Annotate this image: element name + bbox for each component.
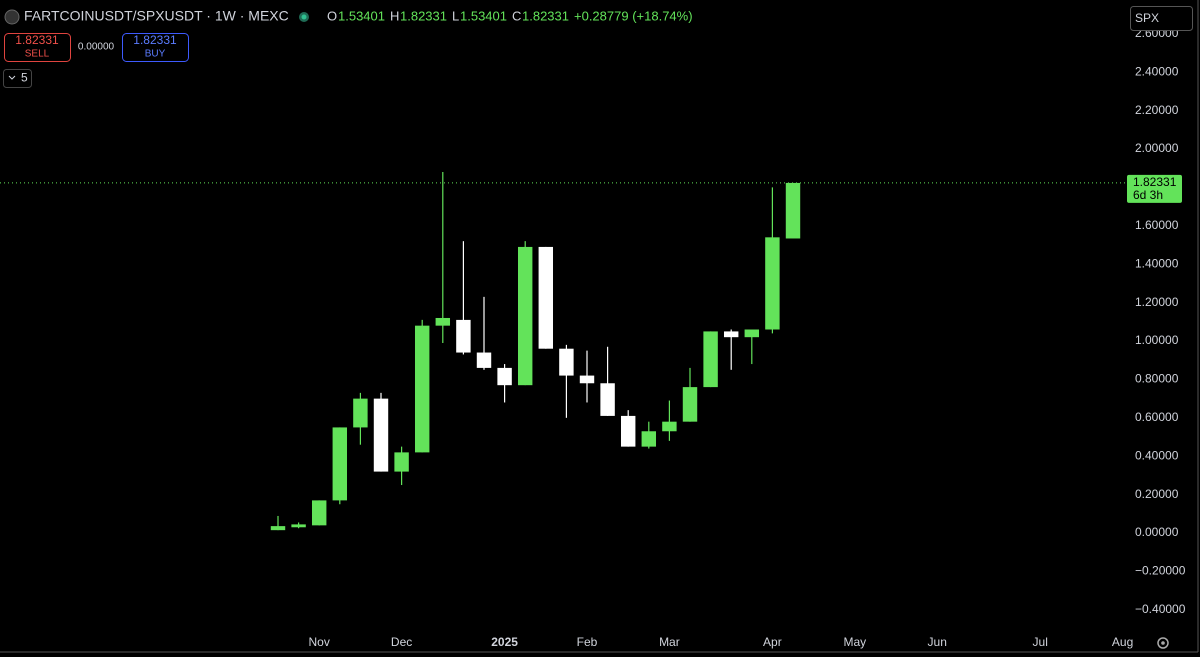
x-tick-label: Feb xyxy=(577,635,598,649)
buy-label: BUY xyxy=(145,49,166,60)
search-text: SPX xyxy=(1135,11,1159,25)
x-tick-label: Aug xyxy=(1112,635,1133,649)
settings-icon[interactable] xyxy=(1157,637,1169,649)
candle-body xyxy=(703,331,718,388)
candle-body xyxy=(785,182,801,239)
symbol: FARTCOINUSDT/SPXUSDT · 1W · MEXC xyxy=(24,8,289,24)
ohlc-label: C xyxy=(512,8,521,23)
candle-body xyxy=(662,421,677,432)
candle-body xyxy=(456,319,471,353)
candle-body xyxy=(620,415,636,447)
candle-body xyxy=(723,331,739,338)
indicators-toggle[interactable] xyxy=(3,69,32,88)
candle-body xyxy=(682,387,698,422)
change: +0.28779 (+18.74%) xyxy=(574,8,693,23)
y-tick-label: 0.80000 xyxy=(1135,372,1179,386)
candle-body xyxy=(641,431,657,447)
y-tick-label: 0.20000 xyxy=(1135,487,1179,501)
settings-icon xyxy=(1161,641,1165,645)
x-tick-label: Jul xyxy=(1033,635,1048,649)
symbol-search[interactable] xyxy=(1130,6,1193,31)
last-price-label: 1.82331 xyxy=(1133,175,1177,189)
x-tick-label: Jun xyxy=(928,635,947,649)
candle-body xyxy=(435,317,451,326)
buy-price: 1.82331 xyxy=(133,33,177,47)
y-tick-label: 2.20000 xyxy=(1135,103,1179,117)
y-tick-label: 1.60000 xyxy=(1135,218,1179,232)
ohlc-value: 1.82331 xyxy=(522,8,569,23)
y-tick-label: −0.20000 xyxy=(1135,564,1186,578)
candle-body xyxy=(373,398,389,472)
x-tick-label: 2025 xyxy=(491,635,518,649)
sell-label: SELL xyxy=(25,49,50,60)
candle-body xyxy=(744,329,760,338)
spread: 0.00000 xyxy=(78,42,115,53)
candle-body xyxy=(270,526,286,531)
y-tick-label: 1.00000 xyxy=(1135,333,1179,347)
candle-body xyxy=(579,375,595,384)
candle-body xyxy=(600,383,615,416)
chevron-icon xyxy=(8,75,16,80)
y-tick-label: 1.40000 xyxy=(1135,256,1179,270)
ohlc-value: 1.82331 xyxy=(400,8,447,23)
candle-body xyxy=(332,427,348,501)
candle-body xyxy=(559,348,574,376)
candle-body xyxy=(765,237,780,330)
ohlc-label: L xyxy=(452,8,459,23)
candle-body xyxy=(497,367,512,386)
candle-body xyxy=(291,524,306,528)
x-tick-label: Mar xyxy=(659,635,680,649)
candle-body xyxy=(353,398,368,428)
indicators-count: 5 xyxy=(21,71,28,85)
y-tick-label: 0.00000 xyxy=(1135,525,1179,539)
status-dot xyxy=(301,14,307,20)
ohlc-label: O xyxy=(327,8,337,23)
ohlc-value: 1.53401 xyxy=(460,8,507,23)
candle-body xyxy=(394,452,409,472)
candle-body xyxy=(517,246,533,386)
x-tick-label: Dec xyxy=(391,635,412,649)
y-tick-label: 2.00000 xyxy=(1135,141,1179,155)
ohlc-value: 1.53401 xyxy=(338,8,385,23)
x-tick-label: Apr xyxy=(763,635,782,649)
y-tick-label: 1.20000 xyxy=(1135,295,1179,309)
symbol-logo xyxy=(4,9,20,25)
candle-body xyxy=(311,500,327,526)
ohlc-label: H xyxy=(390,8,399,23)
candle-body xyxy=(538,246,554,349)
candle-body xyxy=(414,325,430,453)
y-tick-label: 2.40000 xyxy=(1135,64,1179,78)
y-tick-label: 0.60000 xyxy=(1135,410,1179,424)
y-tick-label: 0.40000 xyxy=(1135,448,1179,462)
sell-button[interactable] xyxy=(4,33,71,62)
y-tick-label: −0.40000 xyxy=(1135,602,1186,616)
candle-body xyxy=(476,352,492,368)
x-tick-label: May xyxy=(843,635,866,649)
last-price-tag xyxy=(1127,174,1182,203)
sell-price: 1.82331 xyxy=(15,33,59,47)
buy-button[interactable] xyxy=(122,33,189,62)
x-tick-label: Nov xyxy=(309,635,330,649)
countdown: 6d 3h xyxy=(1133,188,1163,202)
